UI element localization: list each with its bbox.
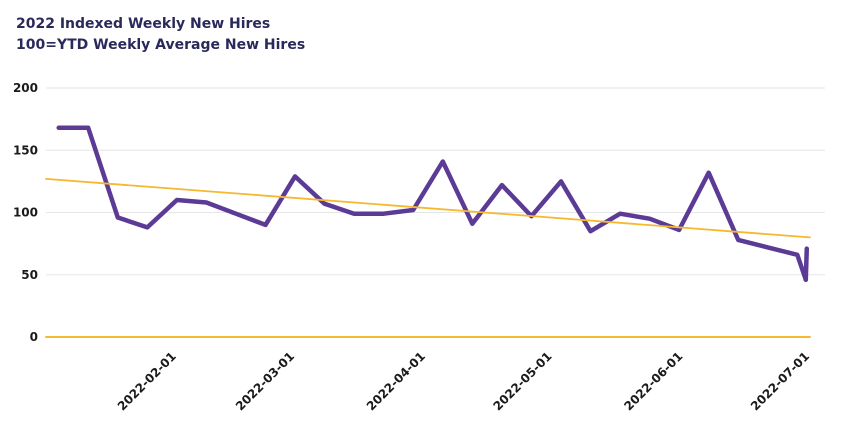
y-tick-label-0: 200 xyxy=(13,81,38,95)
trendline xyxy=(45,177,811,239)
y-tick-label-4: 0 xyxy=(30,330,38,344)
y-tick-label-2: 100 xyxy=(13,206,38,220)
chart-title: 2022 Indexed Weekly New Hires xyxy=(16,16,271,32)
x-tick-label-2: 2022-04-01 xyxy=(364,349,428,413)
x-tick-label-5: 2022-07-01 xyxy=(748,349,812,413)
chart-subtitle: 100=YTD Weekly Average New Hires xyxy=(16,37,306,53)
y-tick-label-1: 150 xyxy=(13,143,38,157)
x-tick-label-4: 2022-06-01 xyxy=(621,349,685,413)
x-tick-label-3: 2022-05-01 xyxy=(490,349,554,413)
series-end-tick xyxy=(803,246,810,282)
x-tick-label-1: 2022-03-01 xyxy=(233,349,297,413)
y-tick-label-3: 50 xyxy=(21,268,38,282)
x-tick-label-0: 2022-02-01 xyxy=(115,349,179,413)
chart-title-block: 2022 Indexed Weekly New Hires 100=YTD We… xyxy=(16,14,305,56)
series-line-0 xyxy=(56,125,809,282)
